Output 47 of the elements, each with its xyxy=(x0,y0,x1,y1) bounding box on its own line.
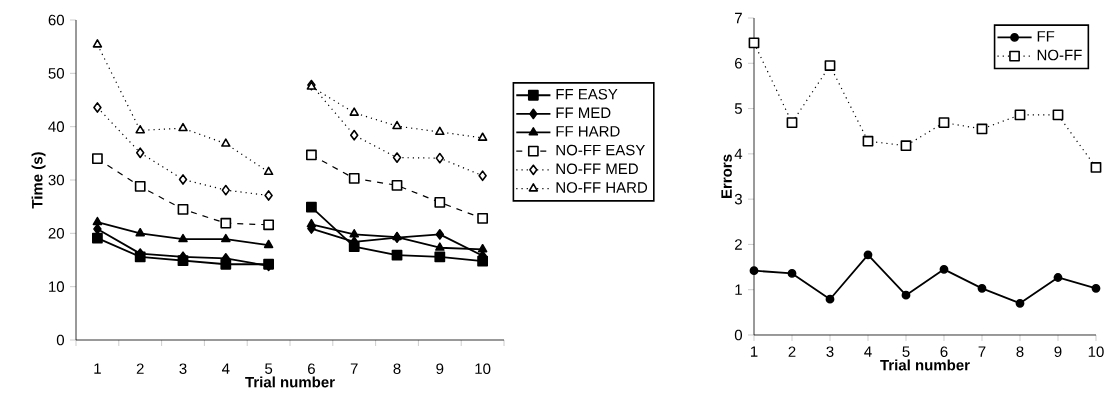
x-tick-label: 8 xyxy=(1016,346,1024,358)
y-tick-label: 50 xyxy=(48,68,65,79)
x-tick-label: 1 xyxy=(750,346,758,357)
x-axis-title: Trial number xyxy=(880,359,970,371)
x-tick-label: 2 xyxy=(788,346,796,357)
y-tick-label: 0 xyxy=(56,334,65,346)
y-axis-title: Time (s) xyxy=(31,152,46,209)
x-tick-label: 8 xyxy=(393,363,401,375)
y-tick-label: 4 xyxy=(734,148,743,160)
x-tick-label: 9 xyxy=(436,363,444,375)
x-tick-label: 9 xyxy=(1054,346,1062,358)
x-tick-label: 3 xyxy=(826,346,834,358)
y-axis-title: Errors xyxy=(721,154,732,199)
legend-label: NO-FF HARD xyxy=(556,182,648,193)
x-axis-title: Trial number xyxy=(245,376,335,388)
y-tick-label: 1 xyxy=(735,284,742,295)
x-tick-label: 2 xyxy=(136,363,144,374)
x-tick-label: 7 xyxy=(350,363,358,374)
y-tick-label: 7 xyxy=(735,12,742,24)
x-tick-label: 6 xyxy=(307,363,315,375)
x-tick-label: 10 xyxy=(475,363,491,375)
x-tick-label: 4 xyxy=(864,346,872,357)
y-tick-label: 0 xyxy=(734,329,743,341)
x-tick-label: 1 xyxy=(94,363,101,374)
y-tick-label: 6 xyxy=(735,57,742,69)
y-tick-label: 20 xyxy=(48,228,65,239)
y-tick-label: 40 xyxy=(48,121,65,132)
y-tick-label: 5 xyxy=(734,103,742,114)
legend-label: FF xyxy=(1037,31,1055,42)
y-tick-label: 30 xyxy=(48,174,65,186)
y-tick-label: 2 xyxy=(735,239,742,250)
legend-label: NO-FF EASY xyxy=(556,144,645,156)
legend-label: FF HARD xyxy=(556,126,620,137)
x-tick-label: 10 xyxy=(1088,346,1104,358)
x-tick-label: 3 xyxy=(179,363,187,375)
y-tick-label: 3 xyxy=(734,193,742,205)
x-tick-label: 4 xyxy=(221,363,230,374)
legend-label: FF MED xyxy=(556,107,611,118)
legend-label: FF EASY xyxy=(556,88,618,100)
y-tick-label: 60 xyxy=(48,14,65,26)
x-tick-label: 6 xyxy=(940,346,948,358)
legend-label: NO-FF xyxy=(1037,49,1082,61)
x-tick-label: 5 xyxy=(265,363,273,374)
y-tick-label: 10 xyxy=(49,281,65,292)
legend-label: NO-FF MED xyxy=(556,163,638,175)
x-tick-label: 7 xyxy=(978,346,986,357)
x-tick-label: 5 xyxy=(902,346,910,357)
